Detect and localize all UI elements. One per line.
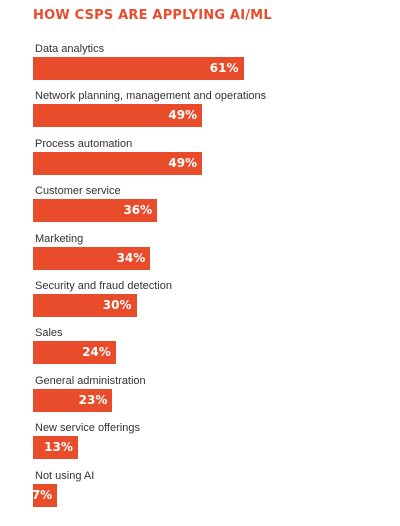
bar: 24% (33, 341, 116, 365)
category-label: Process automation (35, 137, 133, 150)
bar-value-label: 49% (168, 108, 198, 123)
category-label: New service offerings (35, 422, 140, 435)
category-label: Marketing (35, 232, 84, 245)
bar-value-label: 61% (209, 61, 239, 75)
bar-value-label: 7% (31, 487, 53, 502)
bar: 36% (33, 199, 158, 223)
bar: 61% (33, 57, 244, 80)
category-label: Customer service (35, 185, 121, 198)
bar-value-label: 13% (44, 440, 73, 455)
category-label: Security and fraud detection (35, 280, 172, 292)
bar: 7% (31, 483, 58, 507)
category-label: Sales (35, 327, 63, 340)
bar: 49% (33, 151, 203, 175)
bar-value-label: 49% (168, 155, 198, 170)
bar-value-label: 24% (82, 345, 111, 360)
category-label: Network planning, management and operati… (35, 90, 267, 103)
bar: 13% (33, 436, 78, 460)
bar: 49% (33, 104, 203, 128)
bar: 30% (33, 294, 137, 317)
bar-value-label: 30% (102, 298, 132, 312)
bar: 23% (33, 388, 113, 412)
category-label: Data analytics (35, 43, 105, 55)
bar-value-label: 23% (78, 392, 108, 407)
category-label: Not using AI (35, 469, 95, 482)
bar-value-label: 36% (123, 203, 153, 218)
bar: 34% (33, 246, 151, 270)
chart-title: HOW CSPS ARE APPLYING AI/ML (33, 8, 272, 23)
category-label: General administration (35, 374, 146, 387)
bar-value-label: 34% (116, 250, 146, 265)
